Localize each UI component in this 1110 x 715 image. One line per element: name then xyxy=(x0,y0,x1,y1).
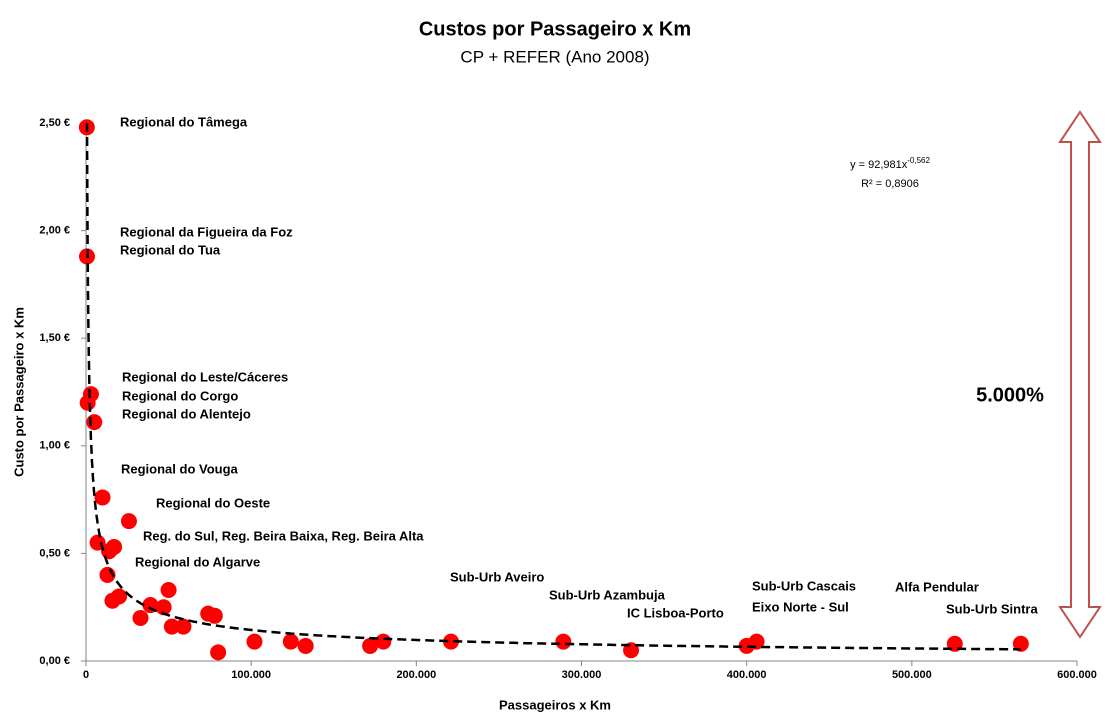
point-annotation: Regional do Oeste xyxy=(156,495,270,510)
point xyxy=(362,637,379,654)
point xyxy=(297,637,314,654)
x-tick-label: 200.000 xyxy=(396,669,436,681)
y-tick-label: 2,50 € xyxy=(39,117,70,129)
trend-equation-exponent: -0,562 xyxy=(907,156,930,165)
point-annotation: Sub-Urb Cascais xyxy=(752,578,856,593)
x-tick-label: 500.000 xyxy=(892,669,932,681)
x-tick-label: 400.000 xyxy=(727,669,767,681)
point-annotation: Reg. do Sul, Reg. Beira Baixa, Reg. Beir… xyxy=(143,528,424,543)
trend-equation-base: y = 92,981x xyxy=(850,159,908,171)
x-tick-label: 100.000 xyxy=(231,669,271,681)
point xyxy=(555,633,572,650)
point-annotation: Sub-Urb Aveiro xyxy=(450,569,544,584)
trend-r2: R² = 0,8906 xyxy=(861,178,919,190)
x-tick-label: 300.000 xyxy=(562,669,602,681)
x-tick-label: 600.000 xyxy=(1057,669,1097,681)
point xyxy=(443,633,460,650)
range-arrow xyxy=(1058,110,1102,639)
point-annotation: Regional do Alentejo xyxy=(122,406,251,421)
point xyxy=(94,489,111,506)
point-annotation: Eixo Norte - Sul xyxy=(752,599,849,614)
point-annotation: IC Lisboa-Porto xyxy=(627,605,724,620)
point-annotation: Regional do Tâmega xyxy=(120,114,248,129)
point xyxy=(111,588,128,605)
point xyxy=(175,618,192,635)
y-tick-label: 0,00 € xyxy=(39,655,70,667)
y-tick-label: 1,00 € xyxy=(39,440,70,452)
point xyxy=(86,414,103,431)
y-tick-label: 1,50 € xyxy=(39,332,70,344)
point-annotation: Alfa Pendular xyxy=(895,579,979,594)
point xyxy=(206,607,223,624)
point-annotation: Regional do Tua xyxy=(120,242,221,257)
trend-equation: y = 92,981x-0,562 xyxy=(850,156,930,171)
point xyxy=(282,633,299,650)
point-annotation: Sub-Urb Sintra xyxy=(946,601,1038,616)
x-tick-label: 0 xyxy=(83,669,89,681)
point-annotation: Regional do Corgo xyxy=(122,388,238,403)
point xyxy=(101,543,118,560)
point-annotation: Regional da Figueira da Foz xyxy=(120,224,293,239)
point xyxy=(163,618,180,635)
point-annotation: Regional do Algarve xyxy=(135,554,260,569)
point xyxy=(132,609,149,626)
point xyxy=(155,599,172,616)
trendline xyxy=(85,123,1021,651)
chart-subtitle: CP + REFER (Ano 2008) xyxy=(460,47,649,66)
point xyxy=(246,633,263,650)
point-annotation: Sub-Urb Azambuja xyxy=(549,587,666,602)
point-annotation: Regional do Vouga xyxy=(121,461,239,476)
point xyxy=(1012,635,1029,652)
range-label: 5.000% xyxy=(976,384,1044,406)
point xyxy=(210,644,227,661)
y-tick-label: 0,50 € xyxy=(39,547,70,559)
point xyxy=(120,513,137,530)
point-annotation: Regional do Leste/Cáceres xyxy=(122,369,288,384)
y-axis-title: Custo por Passageiro x Km xyxy=(11,307,26,477)
y-tick-label: 2,00 € xyxy=(39,225,70,237)
x-axis-title: Passageiros x Km xyxy=(499,697,611,712)
point xyxy=(160,581,177,598)
point xyxy=(82,386,99,403)
chart-title: Custos por Passageiro x Km xyxy=(419,18,691,40)
point xyxy=(375,633,392,650)
